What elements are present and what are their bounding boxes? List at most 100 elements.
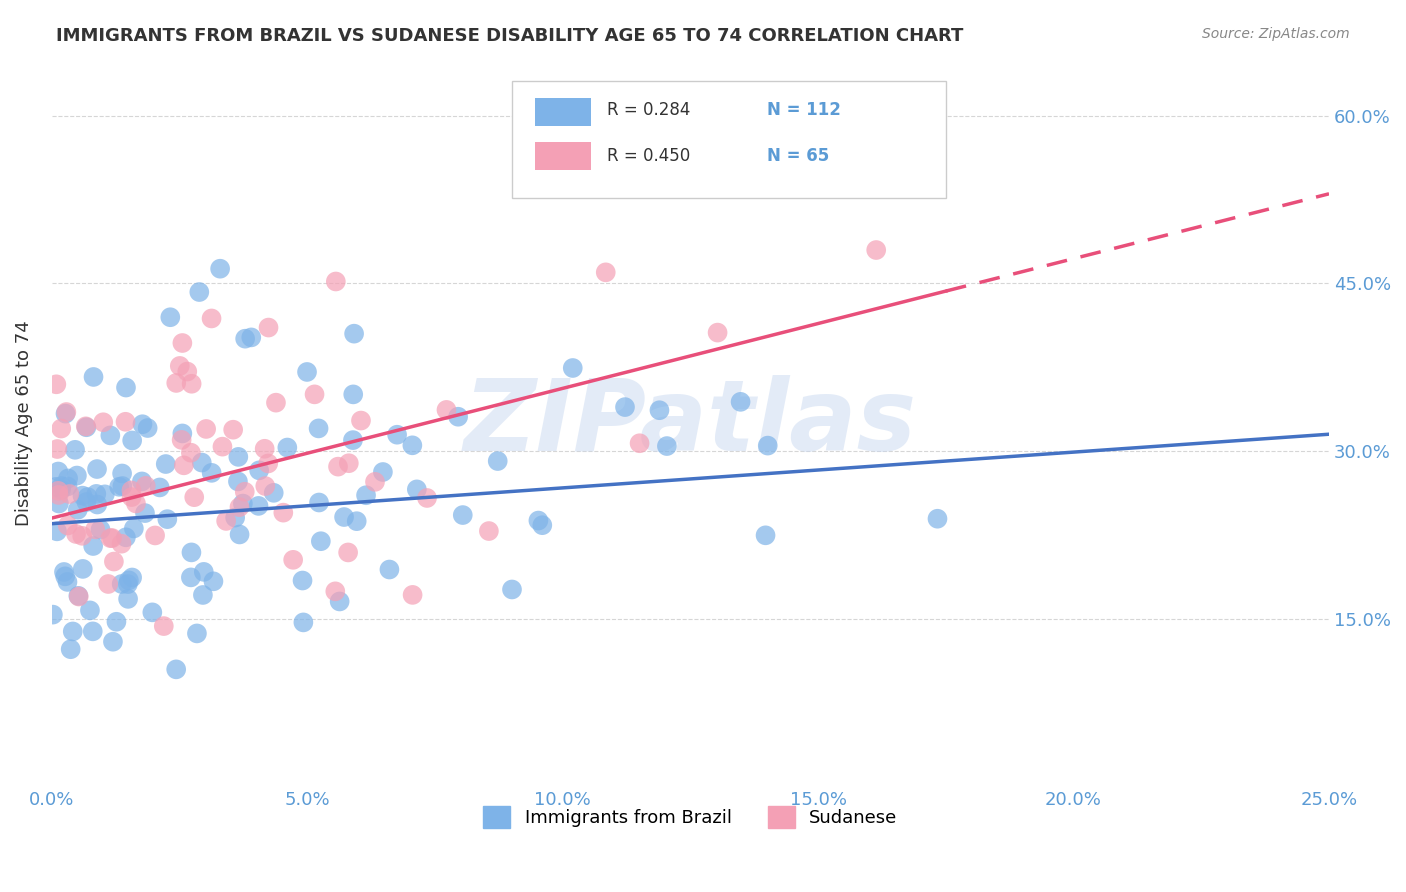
Immigrants from Brazil [149, 480, 172, 494]
Immigrants from Brazil [224, 510, 246, 524]
Sudanese [114, 415, 136, 429]
Immigrants from Brazil [122, 521, 145, 535]
Immigrants from Brazil [531, 518, 554, 533]
Immigrants from Brazil [159, 310, 181, 325]
Immigrants from Brazil [308, 421, 330, 435]
Immigrants from Brazil [155, 457, 177, 471]
Immigrants from Brazil [228, 527, 250, 541]
Immigrants from Brazil [75, 495, 97, 509]
Immigrants from Brazil [115, 530, 138, 544]
Sudanese [233, 484, 256, 499]
Sudanese [183, 490, 205, 504]
Immigrants from Brazil [561, 361, 583, 376]
Sudanese [180, 445, 202, 459]
Legend: Immigrants from Brazil, Sudanese: Immigrants from Brazil, Sudanese [477, 799, 905, 836]
Sudanese [628, 436, 651, 450]
Immigrants from Brazil [67, 589, 90, 603]
Immigrants from Brazil [86, 498, 108, 512]
Immigrants from Brazil [232, 497, 254, 511]
Immigrants from Brazil [756, 439, 779, 453]
Immigrants from Brazil [346, 514, 368, 528]
Sudanese [325, 275, 347, 289]
Sudanese [101, 531, 124, 545]
Sudanese [135, 479, 157, 493]
Immigrants from Brazil [105, 615, 128, 629]
Sudanese [84, 522, 107, 536]
Immigrants from Brazil [59, 642, 82, 657]
Sudanese [350, 413, 373, 427]
Sudanese [257, 457, 280, 471]
Immigrants from Brazil [240, 330, 263, 344]
Immigrants from Brazil [342, 387, 364, 401]
Immigrants from Brazil [730, 394, 752, 409]
Text: IMMIGRANTS FROM BRAZIL VS SUDANESE DISABILITY AGE 65 TO 74 CORRELATION CHART: IMMIGRANTS FROM BRAZIL VS SUDANESE DISAB… [56, 27, 963, 45]
Immigrants from Brazil [94, 487, 117, 501]
Immigrants from Brazil [98, 428, 121, 442]
Sudanese [91, 415, 114, 429]
Immigrants from Brazil [111, 577, 134, 591]
Immigrants from Brazil [501, 582, 523, 597]
Sudanese [706, 326, 728, 340]
Sudanese [200, 311, 222, 326]
Immigrants from Brazil [117, 591, 139, 606]
Immigrants from Brazil [226, 475, 249, 489]
Immigrants from Brazil [754, 528, 776, 542]
Immigrants from Brazil [263, 485, 285, 500]
Immigrants from Brazil [309, 534, 332, 549]
Immigrants from Brazil [385, 427, 408, 442]
Immigrants from Brazil [42, 607, 65, 622]
Immigrants from Brazil [191, 456, 214, 470]
Immigrants from Brazil [486, 454, 509, 468]
Immigrants from Brazil [451, 508, 474, 522]
Text: ZIPatlas: ZIPatlas [464, 375, 917, 472]
Immigrants from Brazil [86, 462, 108, 476]
Immigrants from Brazil [180, 570, 202, 584]
Immigrants from Brazil [193, 565, 215, 579]
Sudanese [401, 588, 423, 602]
Sudanese [67, 590, 90, 604]
Immigrants from Brazil [82, 624, 104, 639]
Immigrants from Brazil [614, 400, 637, 414]
Immigrants from Brazil [117, 577, 139, 591]
Immigrants from Brazil [46, 465, 69, 479]
Sudanese [48, 488, 70, 502]
Immigrants from Brazil [378, 562, 401, 576]
Sudanese [58, 487, 80, 501]
Immigrants from Brazil [295, 365, 318, 379]
Sudanese [304, 387, 326, 401]
Sudanese [323, 584, 346, 599]
Sudanese [56, 518, 79, 533]
Immigrants from Brazil [927, 512, 949, 526]
Sudanese [173, 458, 195, 473]
Sudanese [257, 320, 280, 334]
Immigrants from Brazil [56, 471, 79, 485]
Immigrants from Brazil [134, 506, 156, 520]
Immigrants from Brazil [405, 483, 427, 497]
Immigrants from Brazil [55, 407, 77, 421]
Immigrants from Brazil [401, 438, 423, 452]
Sudanese [254, 479, 277, 493]
Immigrants from Brazil [89, 523, 111, 537]
Immigrants from Brazil [354, 488, 377, 502]
Immigrants from Brazil [63, 442, 86, 457]
Sudanese [46, 483, 69, 498]
Sudanese [165, 376, 187, 390]
Immigrants from Brazil [76, 490, 98, 504]
Sudanese [152, 619, 174, 633]
Immigrants from Brazil [53, 565, 76, 579]
Sudanese [283, 553, 305, 567]
Immigrants from Brazil [56, 479, 79, 493]
Sudanese [436, 403, 458, 417]
Sudanese [143, 528, 166, 542]
Sudanese [364, 475, 387, 489]
Immigrants from Brazil [51, 483, 73, 497]
Immigrants from Brazil [82, 539, 104, 553]
Sudanese [273, 506, 295, 520]
Immigrants from Brazil [172, 426, 194, 441]
Immigrants from Brazil [86, 487, 108, 501]
Immigrants from Brazil [308, 495, 330, 509]
Immigrants from Brazil [343, 326, 366, 341]
Immigrants from Brazil [56, 574, 79, 589]
Immigrants from Brazil [186, 626, 208, 640]
Sudanese [103, 555, 125, 569]
